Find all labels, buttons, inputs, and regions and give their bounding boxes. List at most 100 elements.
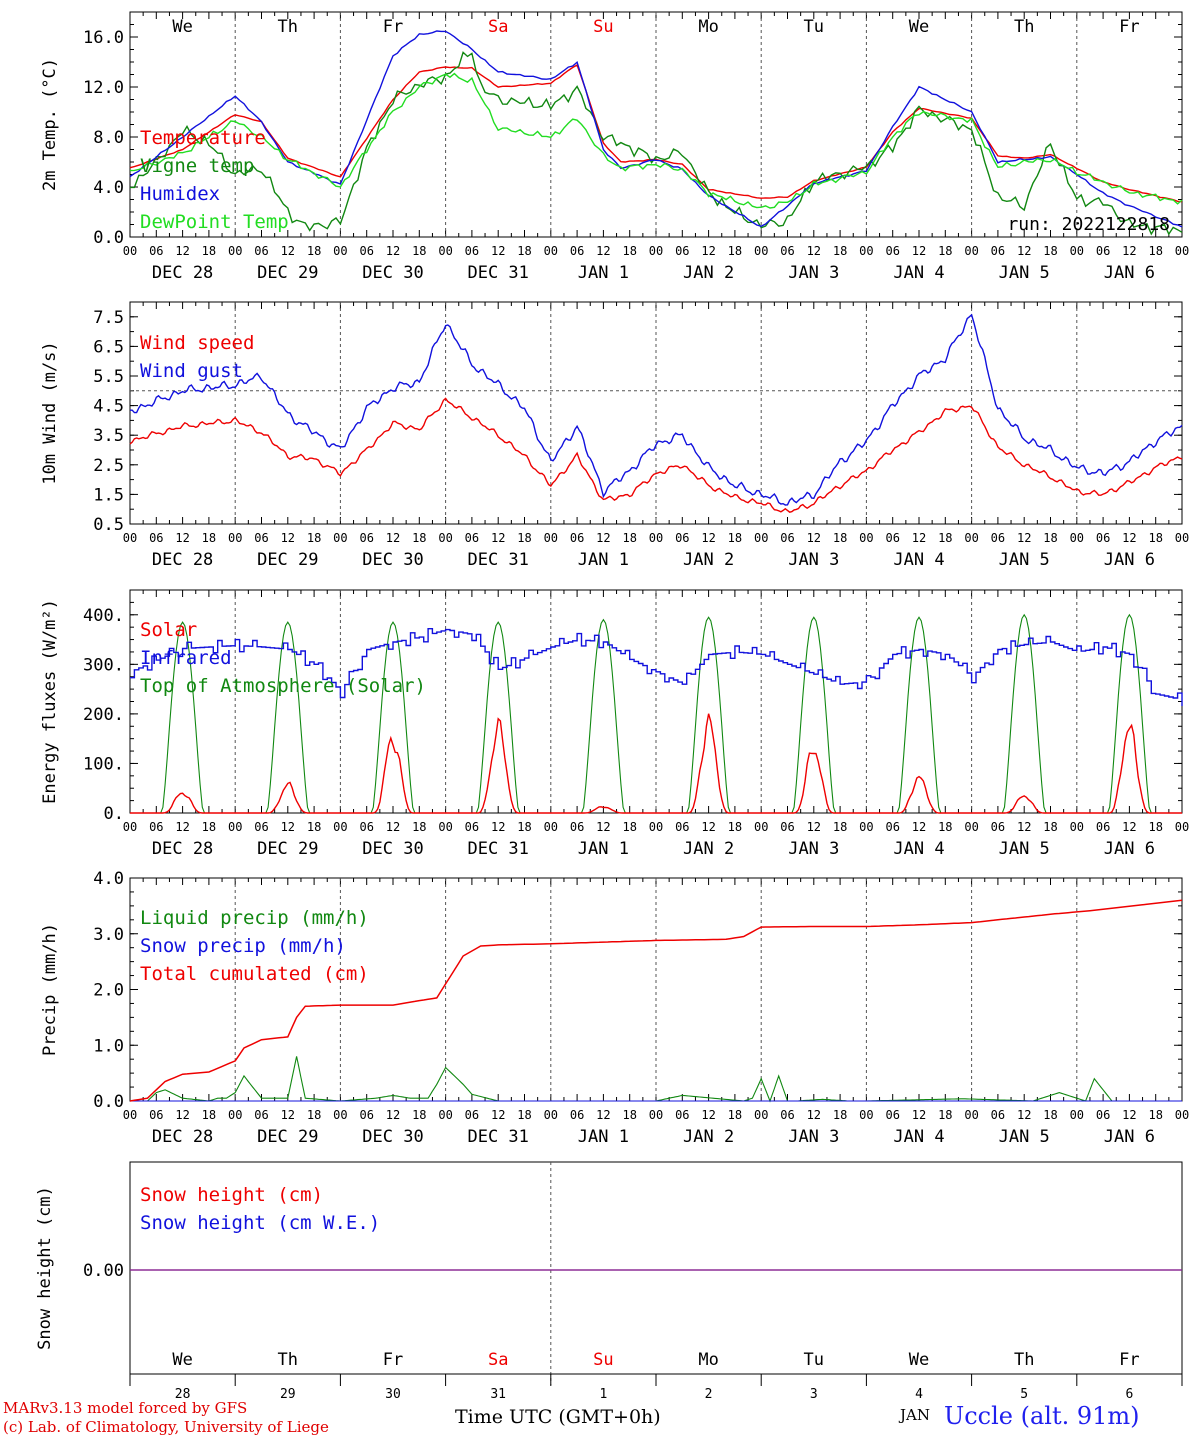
panel-2-hour-label: 18 [517, 531, 531, 545]
snow-weekday: Tu [804, 1350, 824, 1370]
wind-series-speed [129, 397, 1183, 513]
panel-1-hour-label: 00 [754, 244, 768, 258]
panel-2-hour-label: 12 [1017, 531, 1031, 545]
panel-3-hour-label: 18 [728, 820, 742, 834]
panel-3-date-label: JAN 5 [999, 839, 1050, 859]
panel-2-hour-label: 06 [254, 531, 268, 545]
panel-3-hour-label: 06 [149, 820, 163, 834]
panel-3-hour-label: 18 [517, 820, 531, 834]
panel-2-hour-label: 00 [859, 531, 873, 545]
panel-3-ytick-label: 300. [83, 655, 124, 675]
panel-2-date-label: JAN 1 [578, 550, 629, 570]
panel-1-hour-label: 00 [649, 244, 663, 258]
panel-1-hour-label: 12 [807, 244, 821, 258]
panel-4-hour-label: 00 [544, 1108, 558, 1122]
snow-weekday: Th [1014, 1350, 1034, 1370]
panel-2-legend-wind-gust: Wind gust [140, 360, 243, 382]
panel-1-weekday: Fr [383, 17, 403, 37]
snow-day-number: 2 [705, 1387, 713, 1402]
panel-4-date-label: JAN 1 [578, 1127, 629, 1147]
panel-3-hour-label: 00 [228, 820, 242, 834]
panel-4-hour-label: 18 [728, 1108, 742, 1122]
panel-2-ytick-label: 5.5 [93, 367, 124, 387]
panel-1-weekday: Su [593, 17, 613, 37]
panel-2-hour-label: 12 [596, 531, 610, 545]
panel-2-hour-label: 00 [1175, 531, 1189, 545]
panel-3-legend-top-of-atmosphere-solar-: Top of Atmosphere (Solar) [140, 675, 426, 697]
panel-1-weekday: Th [278, 17, 298, 37]
panel-1-hour-label: 00 [964, 244, 978, 258]
panel-2-date-label: JAN 3 [788, 550, 839, 570]
panel-2-hour-label: 18 [1043, 531, 1057, 545]
panel-4-legend-liquid-precip-mm-h-: Liquid precip (mm/h) [140, 907, 369, 929]
panel-1-hour-label: 12 [491, 244, 505, 258]
energy-series-infrared [130, 628, 1183, 706]
panel-4-date-label: JAN 6 [1104, 1127, 1155, 1147]
panel-5-legend-snow-height-cm-w-e-: Snow height (cm W.E.) [140, 1212, 380, 1234]
panel-1-ytick-label: 4.0 [93, 178, 124, 198]
panel-1-legend-humidex: Humidex [140, 183, 220, 205]
panel-4-ytick-label: 3.0 [93, 925, 124, 945]
panel-1-date-label: DEC 29 [257, 263, 318, 283]
panel-1-hour-label: 06 [149, 244, 163, 258]
panel-1-date-label: DEC 28 [152, 263, 213, 283]
panel-2-hour-label: 06 [780, 531, 794, 545]
panel-2-hour-label: 00 [1070, 531, 1084, 545]
panel-2-hour-label: 12 [1122, 531, 1136, 545]
panel-4-hour-label: 00 [859, 1108, 873, 1122]
panel-2-hour-label: 00 [544, 531, 558, 545]
panel-1-ytick-label: 8.0 [93, 128, 124, 148]
panel-2-hour-label: 06 [885, 531, 899, 545]
panel-4-date-label: JAN 5 [999, 1127, 1050, 1147]
panel-4-hour-label: 18 [1148, 1108, 1162, 1122]
panel-2-hour-label: 06 [675, 531, 689, 545]
panel-2-date-label: JAN 4 [893, 550, 944, 570]
panel-1-hour-label: 06 [359, 244, 373, 258]
panel-5-ytick-label: 0.00 [83, 1261, 124, 1281]
panel-2-hour-label: 12 [386, 531, 400, 545]
panel-3-ytick-label: 0. [104, 804, 124, 824]
panel-3-hour-label: 00 [1070, 820, 1084, 834]
panel-1-legend-vigne-temp: Vigne temp [140, 155, 254, 177]
panel-4-hour-label: 12 [1122, 1108, 1136, 1122]
panel-3-date-label: JAN 6 [1104, 839, 1155, 859]
snow-day-number: 1 [599, 1387, 607, 1402]
panel-1-hour-label: 12 [1017, 244, 1031, 258]
panel-4-date-label: DEC 28 [152, 1127, 213, 1147]
panel-4-hour-label: 18 [202, 1108, 216, 1122]
station-name: Uccle (alt. 91m) [944, 1402, 1140, 1430]
panel-1-ytick-label: 16.0 [83, 28, 124, 48]
snow-weekday: Su [593, 1350, 613, 1370]
panel-2-hour-label: 06 [570, 531, 584, 545]
panel-3-hour-label: 18 [833, 820, 847, 834]
snow-weekday: Th [278, 1350, 298, 1370]
panel-1-hour-label: 12 [1122, 244, 1136, 258]
panel-4-hour-label: 06 [254, 1108, 268, 1122]
snow-day-number: 5 [1020, 1387, 1028, 1402]
panel-2-hour-label: 18 [202, 531, 216, 545]
panel-4-hour-label: 00 [438, 1108, 452, 1122]
panel-4-hour-label: 06 [675, 1108, 689, 1122]
panel-4-hour-label: 12 [175, 1108, 189, 1122]
panel-1-hour-label: 00 [123, 244, 137, 258]
panel-3-date-label: DEC 30 [362, 839, 423, 859]
panel-4-hour-label: 06 [465, 1108, 479, 1122]
panel-2-hour-label: 18 [622, 531, 636, 545]
panel-2-hour-label: 12 [701, 531, 715, 545]
panel-1-hour-label: 00 [1175, 244, 1189, 258]
panel-3-hour-label: 18 [1043, 820, 1057, 834]
panel-3-hour-label: 12 [175, 820, 189, 834]
panel-4-hour-label: 00 [964, 1108, 978, 1122]
panel-1-ylabel: 2m Temp. (°C) [40, 58, 60, 191]
panel-3-hour-label: 00 [964, 820, 978, 834]
snow-day-number: 31 [490, 1387, 506, 1402]
panel-1-date-label: JAN 3 [788, 263, 839, 283]
panel-2-hour-label: 18 [412, 531, 426, 545]
panel-1-ytick-label: 12.0 [83, 78, 124, 98]
panel-4-hour-label: 12 [701, 1108, 715, 1122]
panel-2-date-label: DEC 29 [257, 550, 318, 570]
precip-series-cumulated [129, 899, 1183, 1102]
panel-3-hour-label: 06 [254, 820, 268, 834]
panel-1-ytick-label: 0.0 [93, 228, 124, 248]
